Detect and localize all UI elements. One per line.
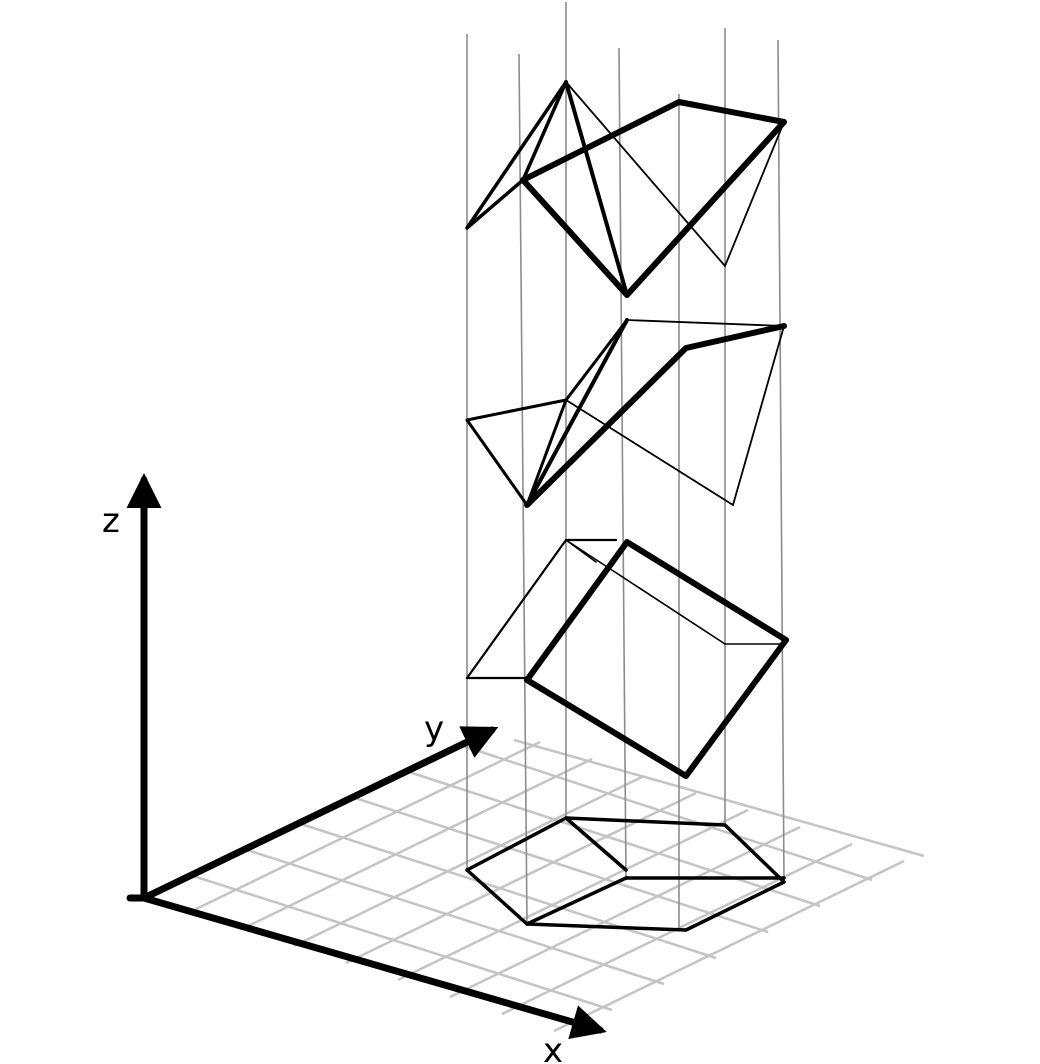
axes bbox=[126, 473, 607, 1040]
vertical-guide-lines bbox=[466, 2, 785, 930]
layer-3-polygon bbox=[465, 538, 789, 779]
floor-polygon bbox=[465, 816, 786, 932]
y-axis bbox=[140, 726, 499, 902]
y-axis-label: y bbox=[424, 709, 444, 749]
layer-1-polygon bbox=[465, 80, 787, 298]
x-axis bbox=[140, 894, 607, 1040]
floor-grid bbox=[189, 738, 925, 1033]
z-axis-label: z bbox=[102, 501, 120, 541]
layer-2-polygon bbox=[465, 318, 787, 508]
x-axis-label: x bbox=[543, 1031, 563, 1064]
